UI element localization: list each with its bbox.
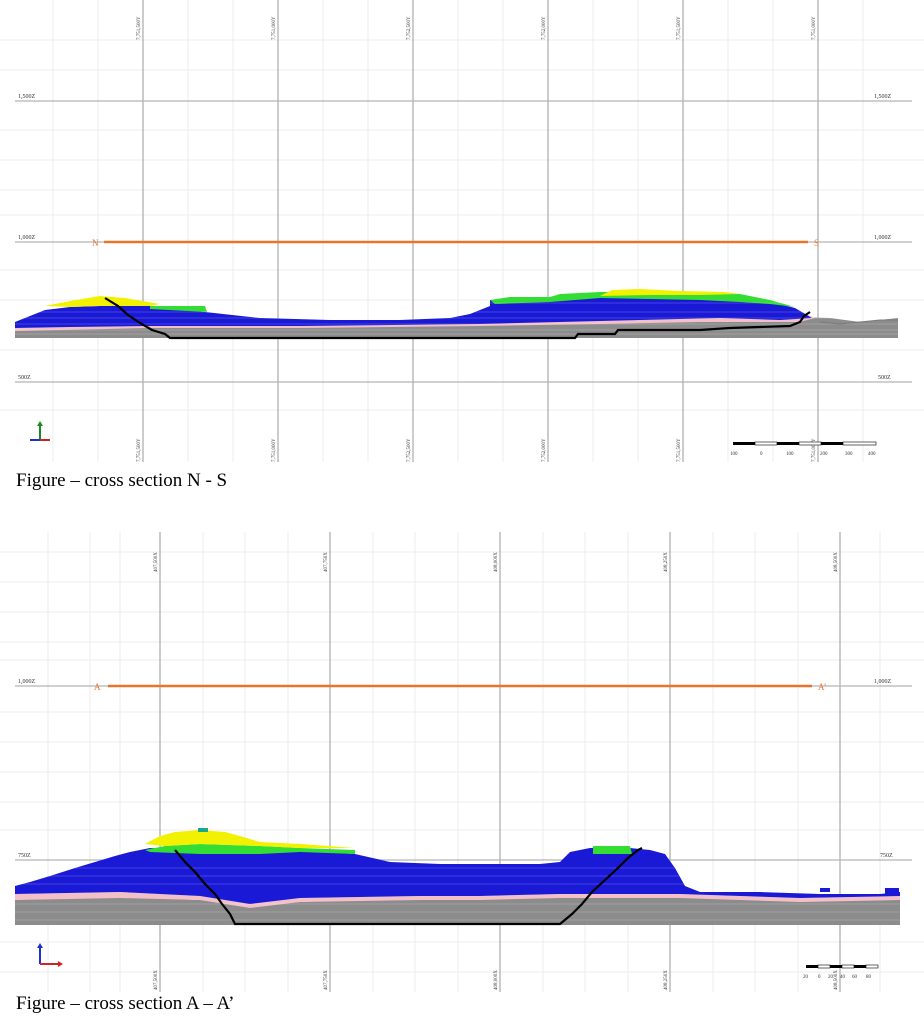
elevation-label-right: 1,500Z [874,94,892,100]
section-view-n-s: N S 1,500Z 1,500Z 1,000Z 1,000Z 500Z 500… [0,0,924,462]
cross-section-n-s: N S 1,500Z 1,500Z 1,000Z 1,000Z 500Z 500… [0,0,924,462]
axis-triad-icon [37,943,63,967]
grid-label-bottom: 7,752,000Y [542,438,547,462]
axis-triad-icon [30,421,50,441]
grid-label-top: 7,751,500Y [677,16,682,40]
elevation-label-right: 1,000Z [874,679,892,685]
elevation-label-right: 500Z [878,375,891,381]
section-end-label: S [814,238,819,248]
grid-label-bottom: 408,500X [834,970,839,990]
svg-text:60: 60 [852,975,858,980]
grid-label-bottom: 7,752,500Y [407,438,412,462]
figure-caption: Figure – cross section N - S [16,470,228,491]
grid-label-bottom: 7,751,500Y [677,438,682,462]
grid-label-bottom: 7,751,000Y [812,438,817,462]
grid-label-top: 408,500X [834,552,839,572]
svg-text:20: 20 [803,975,809,980]
grid-label-top: 408,250X [664,552,669,572]
section-start-label: N [92,238,99,248]
svg-text:0: 0 [818,975,821,980]
svg-text:40: 40 [840,975,846,980]
figure-caption: Figure – cross section A – A’ [16,993,235,1014]
svg-text:20: 20 [828,975,834,980]
elevation-label-left: 1,500Z [18,94,36,100]
grid-label-top: 7,751,500Y [137,16,142,40]
svg-text:400: 400 [868,452,876,457]
svg-text:80: 80 [866,975,872,980]
grid-label-top: 407,500X [154,552,159,572]
svg-text:100: 100 [786,452,794,457]
grid-label-bottom: 408,250X [664,970,669,990]
svg-text:100: 100 [730,452,738,457]
grid-label-top: 7,752,000Y [542,16,547,40]
grid-label-top: 7,751,000Y [272,16,277,40]
grid-label-top: 7,751,000Y [812,16,817,40]
grid-label-top: 7,752,500Y [407,16,412,40]
grid-label-bottom: 407,500X [154,970,159,990]
grid-label-top: 408,000X [494,552,499,572]
svg-text:0: 0 [760,452,763,457]
section-view-a-a: A A’ 1,000Z 1,000Z 750Z 750Z 407,500X 40… [0,532,924,992]
elevation-label-right: 1,000Z [874,235,892,241]
svg-text:200: 200 [820,452,828,457]
grid-label-bottom: 7,751,000Y [272,438,277,462]
elevation-label-left: 1,000Z [18,235,36,241]
scale-bar: 100 0 100 200 300 400 [730,441,877,457]
grid-label-bottom: 7,751,500Y [137,438,142,462]
grid-label-bottom: 408,000X [494,970,499,990]
grid-label-bottom: 407,750X [324,970,329,990]
elevation-label-left: 1,000Z [18,679,36,685]
grid-label-top: 407,750X [324,552,329,572]
cross-section-a-a: A A’ 1,000Z 1,000Z 750Z 750Z 407,500X 40… [0,532,924,992]
elevation-label-left: 500Z [18,375,31,381]
scale-bar: 20 0 20 40 60 80 [803,964,879,980]
section-start-label: A [94,682,101,692]
section-end-label: A’ [818,682,827,692]
svg-text:300: 300 [845,452,853,457]
elevation-label-right: 750Z [880,853,893,859]
elevation-label-left: 750Z [18,853,31,859]
